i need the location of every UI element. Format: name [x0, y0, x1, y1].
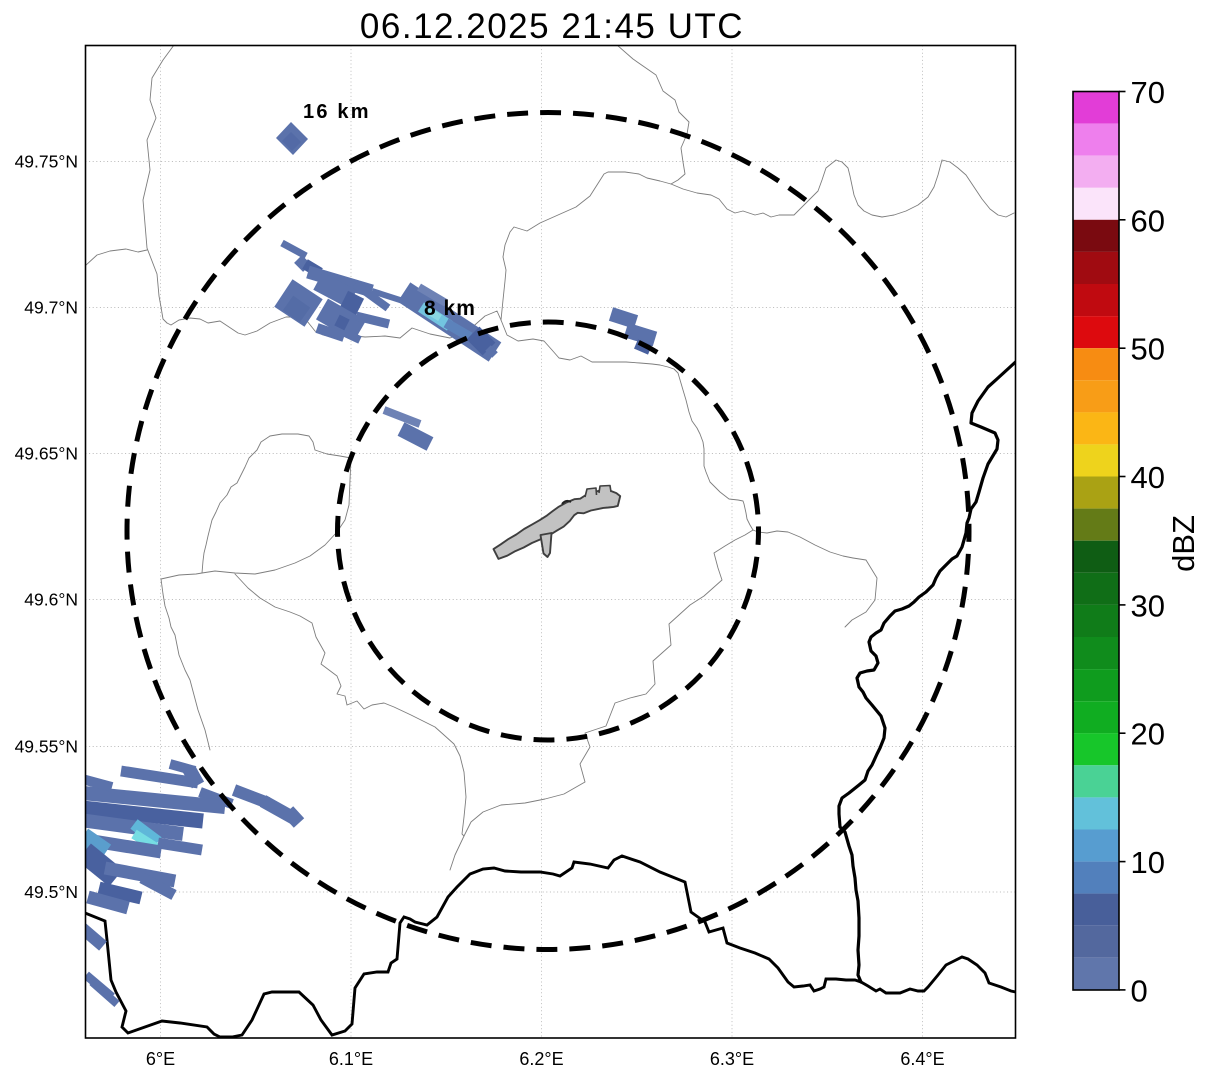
svg-text:30: 30: [1131, 588, 1165, 623]
svg-text:6.3°E: 6.3°E: [710, 1049, 754, 1069]
svg-text:16 km: 16 km: [303, 101, 371, 123]
svg-text:10: 10: [1131, 845, 1165, 880]
svg-text:0: 0: [1131, 973, 1148, 1008]
svg-text:20: 20: [1131, 717, 1165, 752]
svg-text:6.1°E: 6.1°E: [329, 1049, 373, 1069]
svg-text:49.5°N: 49.5°N: [24, 882, 78, 902]
svg-text:49.55°N: 49.55°N: [15, 737, 78, 757]
svg-text:50: 50: [1131, 332, 1165, 367]
svg-text:60: 60: [1131, 203, 1165, 238]
svg-text:49.7°N: 49.7°N: [24, 298, 78, 318]
svg-text:49.6°N: 49.6°N: [24, 590, 78, 610]
svg-text:40: 40: [1131, 460, 1165, 495]
svg-text:70: 70: [1131, 75, 1165, 110]
svg-text:8 km: 8 km: [424, 297, 476, 320]
svg-text:49.65°N: 49.65°N: [15, 444, 78, 464]
svg-text:6°E: 6°E: [146, 1049, 175, 1069]
svg-text:dBZ: dBZ: [1166, 515, 1201, 572]
svg-text:6.2°E: 6.2°E: [519, 1049, 563, 1069]
svg-text:49.75°N: 49.75°N: [15, 152, 78, 172]
svg-text:6.4°E: 6.4°E: [900, 1049, 944, 1069]
svg-text:06.12.2025 21:45 UTC: 06.12.2025 21:45 UTC: [360, 7, 744, 46]
